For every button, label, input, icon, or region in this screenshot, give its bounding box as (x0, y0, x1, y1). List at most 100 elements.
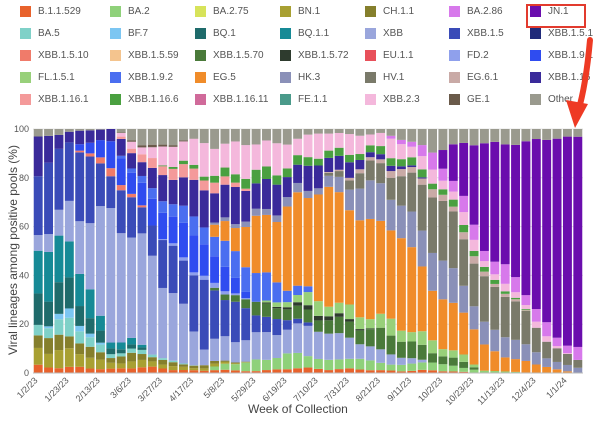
bar-segment (189, 129, 199, 139)
bar-segment (262, 303, 271, 317)
bar-segment (407, 363, 417, 371)
bar-segment (386, 171, 396, 178)
bar-segment (220, 184, 230, 218)
bar-segment (313, 194, 323, 302)
bar-segment (210, 175, 220, 183)
bar-segment (158, 175, 168, 202)
bar-segment (158, 165, 168, 167)
bar-segment (490, 371, 500, 373)
bar-segment (220, 221, 230, 241)
bar-segment (407, 370, 417, 373)
bar-segment (407, 332, 417, 342)
legend-item: JN.1 (530, 4, 569, 18)
bar-segment (542, 139, 552, 323)
bar-segment (241, 145, 251, 179)
bar-segment (334, 171, 344, 177)
legend-label: HK.3 (298, 71, 321, 83)
bar-segment (262, 129, 271, 141)
legend-label: EG.5 (213, 71, 236, 83)
legend-label: BA.2.75 (213, 5, 249, 17)
bar-segment (272, 308, 282, 320)
legend-label: XBB.1.5.59 (128, 49, 179, 61)
bar-segment (521, 360, 531, 373)
legend-swatch (280, 49, 291, 61)
bar-segment (282, 177, 292, 198)
bar-segment (511, 144, 520, 278)
bar-segment (386, 177, 396, 200)
bar-segment (44, 129, 54, 136)
legend-swatch (195, 71, 206, 83)
bar-segment (241, 226, 251, 268)
bar-segment (241, 291, 251, 299)
legend-item: BA.2.75 (195, 4, 249, 18)
y-axis-label: Viral lineages among positive pools (%) (6, 145, 20, 355)
bar-segment (386, 318, 396, 336)
bar-segment (459, 212, 469, 225)
legend-swatch (449, 49, 460, 61)
bar-segment (282, 129, 292, 145)
bar-segment (127, 361, 137, 369)
bar-segment (438, 356, 448, 365)
legend-item: XBB.1.5.72 (280, 48, 349, 62)
bar-segment (386, 135, 396, 139)
bar-segment (116, 138, 126, 156)
bar-segment (137, 162, 147, 176)
bar-segment (365, 134, 375, 146)
bar-segment (127, 368, 137, 373)
bar-segment (396, 166, 406, 170)
bar-segment (44, 353, 54, 368)
bar-segment (542, 366, 552, 373)
legend-label: BA.5 (38, 27, 60, 39)
bar-segment (428, 252, 437, 291)
bar-segment (168, 146, 178, 167)
bar-segment (95, 359, 105, 370)
legend-swatch (530, 93, 541, 105)
bar-segment (262, 214, 271, 273)
bar-segment (345, 177, 354, 181)
bar-segment (376, 313, 386, 328)
bar-segment (459, 371, 469, 373)
bar-segment (241, 221, 251, 227)
bar-segment (241, 178, 251, 189)
bar-segment (158, 358, 168, 360)
bar-segment (324, 333, 334, 360)
y-tick-label: 100 (14, 124, 29, 134)
legend-swatch (365, 5, 376, 17)
bar-segment (469, 369, 479, 373)
bar-segment (293, 192, 303, 286)
bar-segment (511, 297, 520, 300)
bar-segment (324, 133, 334, 151)
bar-segment (168, 362, 178, 367)
bar-segment (127, 141, 137, 149)
bar-segment (137, 182, 147, 206)
legend-swatch (110, 5, 121, 17)
bar-segment (500, 144, 510, 265)
bar-segment (85, 318, 95, 334)
bar-segment (407, 167, 417, 173)
bar-segment (179, 160, 188, 165)
bar-segment (573, 359, 583, 368)
bar-segment (334, 176, 344, 193)
bar-segment (293, 129, 303, 139)
bar-segment (376, 163, 386, 184)
bar-segment (210, 129, 220, 149)
bar-segment (334, 129, 344, 133)
bar-segment (345, 337, 354, 359)
bar-segment (417, 156, 427, 170)
bar-segment (334, 169, 344, 172)
bar-segment (355, 358, 365, 370)
bar-segment (64, 277, 74, 309)
bar-segment (179, 257, 188, 261)
bar-segment (334, 316, 344, 334)
bar-segment (521, 305, 531, 310)
legend-label: XBB.1.5.72 (298, 49, 349, 61)
bar-segment (241, 371, 251, 373)
bar-segment (562, 353, 572, 354)
bar-segment (531, 321, 541, 328)
bar-segment (417, 178, 427, 185)
bar-segment (230, 363, 240, 365)
bar-segment (230, 362, 240, 364)
bar-segment (459, 285, 469, 313)
bar-segment (75, 343, 85, 355)
legend-swatch (110, 49, 121, 61)
